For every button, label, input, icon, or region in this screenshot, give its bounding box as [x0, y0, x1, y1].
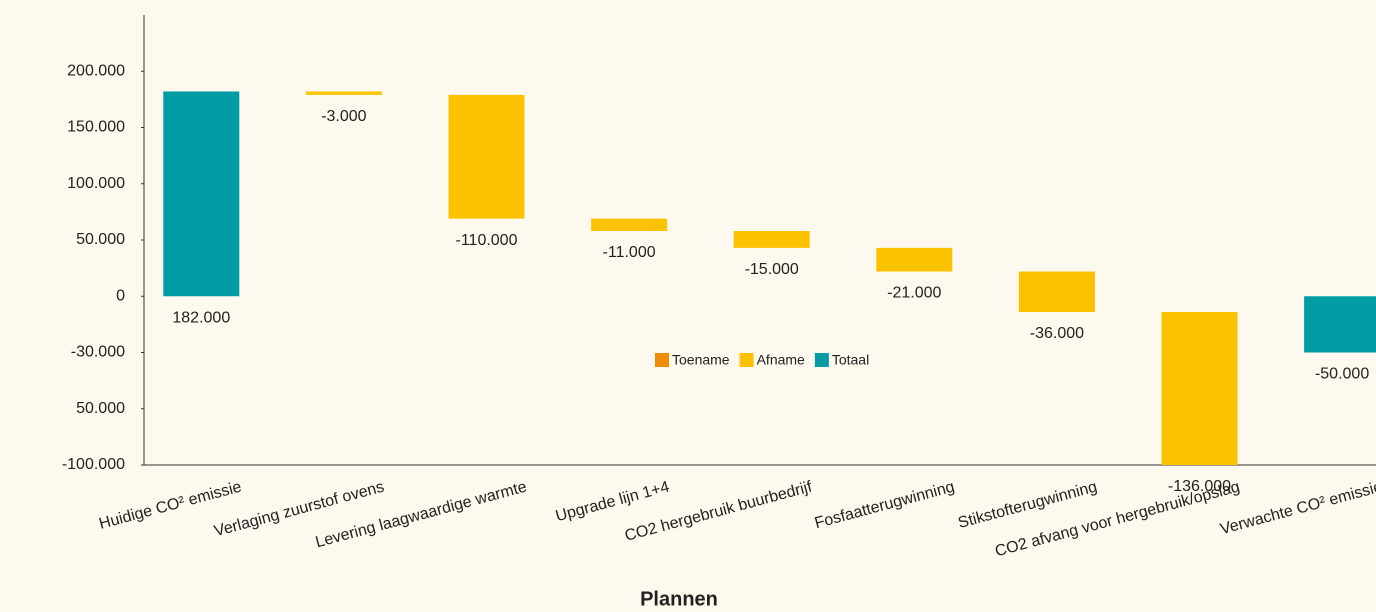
bar [876, 247, 953, 272]
bar [1018, 271, 1095, 312]
bar [1161, 312, 1238, 465]
bar [305, 91, 382, 95]
y-tick-label: 200.000 [67, 62, 125, 79]
legend-label: Toename [672, 352, 730, 368]
bar [1304, 296, 1376, 353]
y-tick-label: 0 [116, 287, 125, 304]
bar [733, 231, 810, 248]
y-tick-label: -30.000 [71, 344, 125, 361]
bar [448, 94, 525, 219]
y-tick-label: 100.000 [67, 175, 125, 192]
x-axis-label: Plannen [640, 588, 718, 610]
data-label: -36.000 [1030, 325, 1084, 342]
data-label: -11.000 [603, 244, 656, 261]
y-tick-label: 50.000 [76, 400, 125, 417]
x-tick-label: Upgrade lijn 1+4 [554, 478, 671, 525]
data-label: -21.000 [887, 285, 941, 302]
data-label: -3.000 [321, 108, 366, 125]
x-tick-label: CO2 afvang voor hergebruik/opslag [993, 479, 1241, 561]
data-label: -50.000 [1315, 366, 1369, 383]
y-tick-label: 150.000 [67, 119, 125, 136]
bar [163, 91, 240, 297]
data-label: -110.000 [456, 232, 518, 249]
legend-label: Afname [757, 352, 805, 368]
y-tick-label: 50.000 [76, 231, 125, 248]
legend-label: Totaal [832, 352, 869, 368]
data-label: 182.000 [172, 309, 230, 326]
x-tick-label: Fosfaatterugwinning [813, 479, 957, 533]
data-label: -136.000 [1168, 478, 1231, 495]
x-tick-label: Verwachte CO² emissie [1218, 478, 1376, 538]
bar [591, 218, 668, 231]
legend-swatch [814, 353, 829, 367]
y-tick-label: -100.000 [62, 456, 125, 473]
data-label: -15.000 [745, 261, 799, 278]
legend-swatch [739, 353, 754, 367]
legend-swatch [655, 353, 669, 367]
